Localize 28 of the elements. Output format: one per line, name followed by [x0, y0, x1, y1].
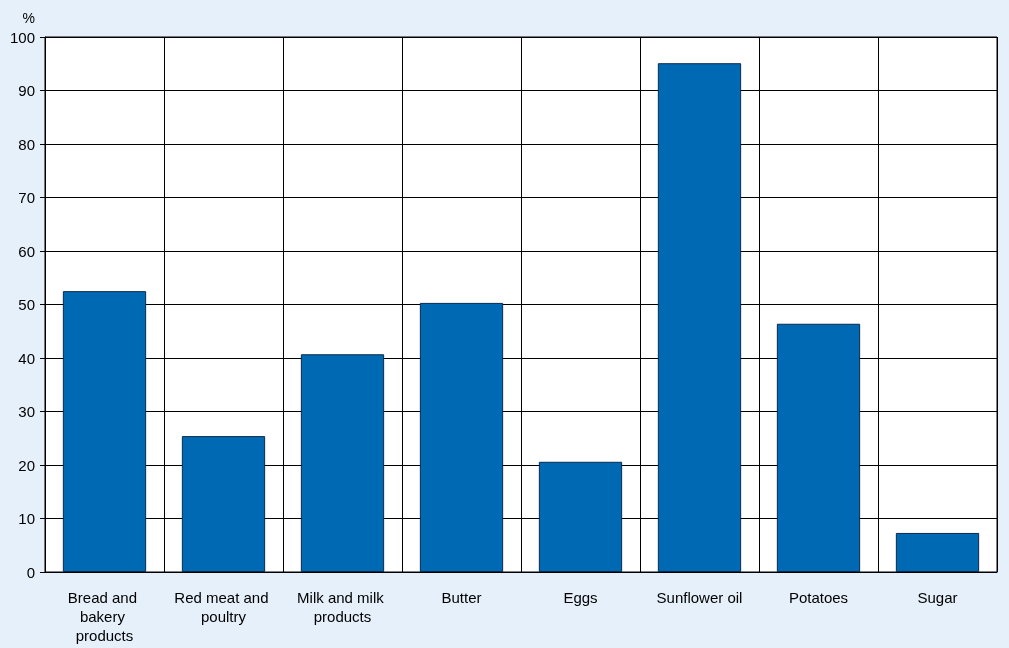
- bar: [181, 436, 266, 572]
- bar: [895, 532, 980, 572]
- y-tick-label: 40: [18, 349, 35, 367]
- y-tick-label: 80: [18, 135, 35, 153]
- y-tick-label: 10: [18, 510, 35, 527]
- x-tick-label: Milk and milk products: [297, 589, 388, 625]
- y-tick-label: 100: [9, 28, 35, 46]
- x-tick-label: Bread and bakery products: [67, 589, 142, 644]
- x-tick-label: Potatoes: [788, 589, 849, 606]
- y-tick-label: 60: [18, 242, 35, 260]
- bar: [776, 323, 861, 572]
- x-tick-label: Eggs: [563, 589, 598, 606]
- bar: [300, 354, 385, 572]
- y-tick-label: 50: [18, 296, 35, 313]
- bar: [657, 63, 742, 572]
- bar: [419, 302, 504, 572]
- bar: [62, 291, 147, 572]
- bar: [538, 461, 623, 572]
- y-axis-title: %: [22, 10, 35, 26]
- y-tick-label: 90: [18, 82, 35, 99]
- y-tick-label: 0: [26, 563, 35, 581]
- y-tick-label: 30: [18, 403, 35, 420]
- y-tick-label: 70: [18, 189, 35, 206]
- x-tick-label: Sugar: [917, 589, 958, 606]
- x-tick-label: Red meat and poultry: [174, 589, 273, 625]
- x-tick-label: Sunflower oil: [656, 589, 743, 606]
- x-tick-label: Butter: [441, 589, 482, 606]
- y-tick-label: 20: [18, 456, 35, 474]
